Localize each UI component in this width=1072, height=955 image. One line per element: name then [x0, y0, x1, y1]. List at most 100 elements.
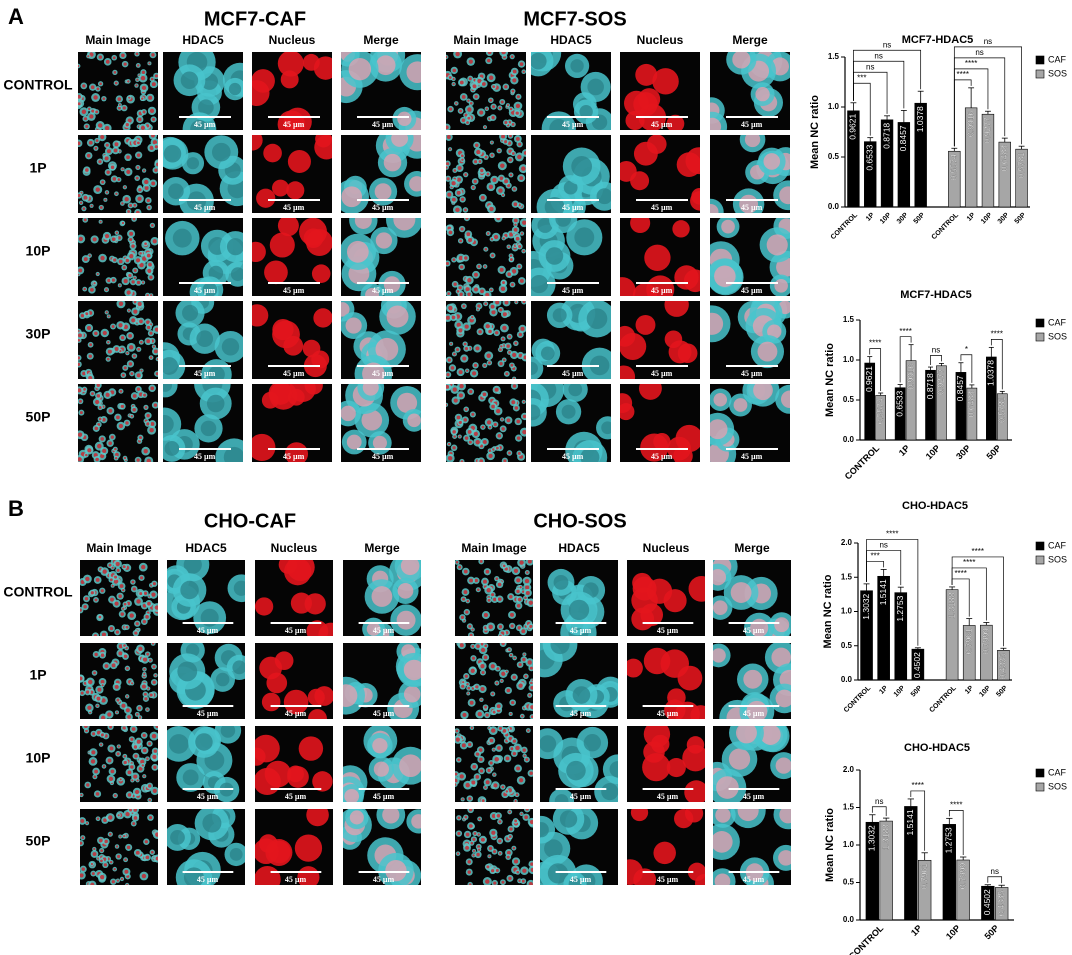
nucleus	[344, 788, 360, 802]
nucleus	[386, 305, 409, 328]
nucleus-dot	[150, 422, 155, 426]
nucleus-dot	[496, 218, 501, 221]
scale-bar-label: 45 µm	[741, 286, 763, 295]
nucleus-dot	[523, 754, 526, 757]
nucleus-dot	[125, 708, 130, 713]
nucleus-dot	[478, 748, 483, 752]
nucleus-dot	[482, 439, 487, 444]
nucleus-dot	[519, 586, 522, 589]
nucleus	[763, 153, 781, 170]
nucleus-dot	[502, 729, 507, 733]
nucleus-dot	[483, 613, 488, 618]
nucleus	[667, 688, 686, 707]
nucleus-dot	[491, 830, 496, 835]
nucleus-dot	[513, 218, 518, 223]
value-label: 0.4335	[998, 653, 1008, 679]
nucleus-dot	[501, 643, 505, 646]
nucleus	[341, 302, 350, 317]
nucleus-dot	[141, 564, 146, 570]
nucleus-dot	[131, 580, 135, 584]
nucleus-dot	[528, 600, 533, 605]
x-tick-label: 50P	[982, 923, 1000, 941]
nucleus-dot	[506, 855, 510, 859]
nucleus-dot	[106, 170, 110, 175]
column-header: Merge	[732, 33, 768, 47]
nucleus-dot	[499, 348, 502, 351]
nucleus-dot	[151, 224, 154, 227]
value-label: 0.8718	[925, 373, 935, 399]
nucleus-dot	[136, 713, 139, 716]
nucleus-dot	[488, 449, 492, 453]
nucleus-dot	[463, 418, 468, 422]
nucleus-dot	[153, 349, 158, 354]
nucleus-dot	[457, 758, 461, 762]
nucleus-dot	[500, 418, 504, 421]
nucleus-dot	[111, 880, 115, 884]
nucleus	[263, 143, 282, 163]
nucleus-dot	[519, 279, 524, 283]
nucleus-dot	[475, 143, 479, 147]
nucleus-dot	[519, 560, 524, 565]
nucleus-dot	[135, 176, 139, 180]
nucleus-dot	[461, 197, 465, 201]
nucleus-dot	[146, 757, 149, 760]
nucleus-dot	[522, 249, 525, 253]
cell-core	[579, 104, 593, 119]
nucleus	[755, 86, 770, 102]
nucleus	[372, 435, 387, 450]
nucleus-dot	[151, 181, 156, 186]
nucleus	[627, 859, 644, 885]
nucleus-dot	[477, 304, 481, 308]
significance-label: ****	[972, 547, 984, 556]
nucleus-dot	[150, 77, 154, 81]
scale-bar-label: 45 µm	[372, 120, 394, 129]
nucleus-dot	[459, 643, 464, 648]
nucleus-dot	[467, 116, 471, 120]
nucleus-dot	[111, 663, 116, 668]
nucleus-dot	[522, 414, 526, 419]
nucleus-dot	[455, 52, 460, 57]
nucleus-dot	[85, 453, 88, 457]
nucleus-dot	[126, 695, 129, 698]
nucleus-dot	[90, 759, 96, 764]
nucleus-dot	[481, 82, 486, 86]
nucleus-dot	[152, 140, 158, 145]
nucleus-dot	[482, 392, 487, 397]
nucleus-dot	[507, 648, 511, 652]
nucleus-dot	[144, 242, 147, 245]
nucleus-dot	[462, 304, 466, 308]
cell-core	[228, 82, 242, 96]
nucleus-dot	[486, 588, 491, 593]
nucleus-dot	[480, 168, 484, 173]
nucleus-dot	[82, 84, 86, 88]
nucleus-dot	[498, 839, 502, 843]
nucleus-dot	[527, 729, 530, 732]
nucleus-dot	[130, 765, 134, 769]
significance-label: ns	[866, 62, 874, 71]
cell-core	[211, 142, 231, 162]
nucleus-dot	[472, 764, 477, 769]
nucleus-dot	[139, 592, 143, 596]
nucleus	[313, 56, 332, 80]
nucleus	[255, 865, 281, 885]
nucleus-dot	[508, 736, 513, 741]
y-tick-label: 1.0	[843, 355, 855, 364]
cell-core	[559, 810, 578, 828]
nucleus-dot	[515, 136, 520, 141]
nucleus-dot	[108, 441, 113, 446]
nucleus	[640, 433, 669, 462]
nucleus-dot	[511, 269, 517, 274]
nucleus-dot	[81, 109, 87, 115]
cell-core	[230, 267, 243, 282]
value-label: 0.4502	[912, 652, 922, 678]
nucleus-dot	[155, 372, 158, 376]
nucleus	[635, 63, 658, 86]
nucleus-dot	[155, 832, 158, 837]
nucleus	[371, 586, 393, 607]
nucleus-dot	[121, 53, 125, 58]
nucleus	[346, 240, 369, 263]
nucleus-dot	[471, 656, 476, 660]
nucleus	[278, 560, 298, 574]
nucleus-dot	[467, 686, 471, 690]
nucleus	[372, 738, 388, 754]
